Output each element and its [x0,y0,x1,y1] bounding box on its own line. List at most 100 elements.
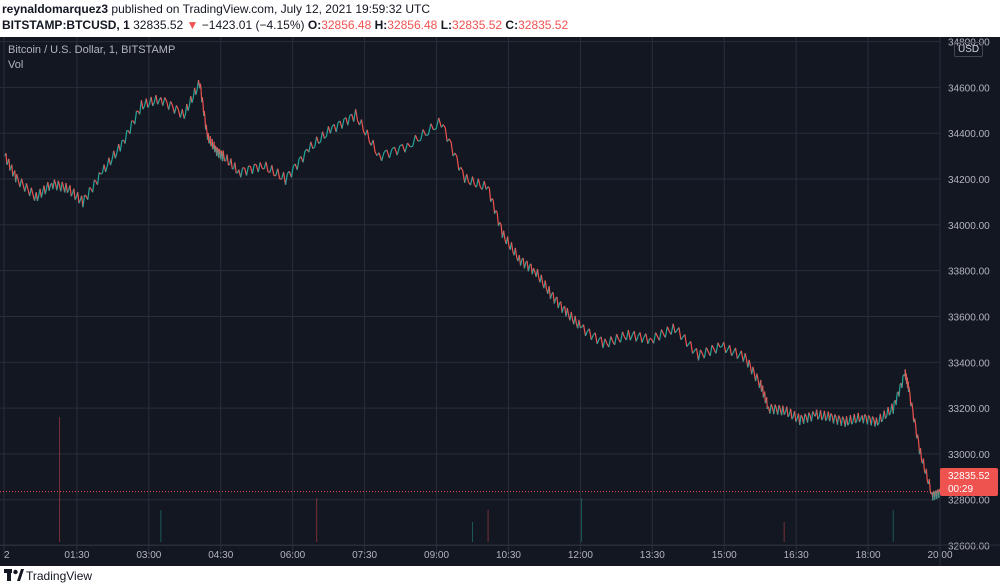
price-segment [495,210,498,213]
price-segment [205,124,208,132]
tradingview-logo-icon[interactable] [4,569,24,583]
price-segment [208,142,210,144]
price-segment [887,406,890,416]
price-segment [355,109,359,121]
price-segment [321,131,326,139]
price-segment [816,409,819,420]
price-segment [488,188,492,202]
price-segment [866,415,870,425]
low-label: L: [440,18,453,32]
price-segment [767,406,769,408]
price-segment [164,97,168,102]
price-segment [438,117,442,128]
price-segment [510,242,514,252]
price-segment [692,350,696,354]
price-segment [610,336,614,342]
price-segment [773,404,776,415]
x-tick-label: 16:30 [784,550,809,561]
price-segment [414,134,419,142]
price-segment [790,408,793,420]
price-segment [596,338,600,345]
legend-title[interactable]: Bitcoin / U.S. Dollar, 1, BITSTAMP [8,44,176,56]
price-segment [766,397,768,410]
price-segment [760,379,763,392]
symbol-label[interactable]: BITSTAMP:BTCUSD, 1 [2,18,130,32]
price-segment [318,141,321,144]
price-segment [709,345,713,356]
chart-area[interactable]: 34800.00 34600.00 34400.00 34200.00 34000.00… [0,37,1000,566]
price-segment [695,348,700,361]
price-segment [870,416,874,426]
y-tick-label: 33000.00 [948,450,990,461]
price-segment [666,326,670,332]
price-segment [82,194,86,208]
price-segment [140,100,144,110]
price-segment [296,158,300,170]
price-chart[interactable]: 34800.00 34600.00 34400.00 34200.00 34000.00… [0,37,1000,566]
price-segment [257,162,261,173]
price-segment [329,125,333,134]
price-segment [627,329,631,341]
price-segment [639,332,643,343]
price-segment [922,458,926,471]
x-tick-label: 04:30 [208,550,233,561]
price-segment [378,152,383,162]
price-segment [316,136,320,144]
price-segment [214,145,217,148]
price-segment [36,195,40,202]
price-segment [87,187,91,200]
price-segment [220,150,223,154]
price-segment [817,416,820,420]
price-segment [804,413,807,417]
price-segment [653,332,657,344]
price-segment [764,391,766,404]
price-segment [430,123,435,131]
price-segment [503,230,506,240]
price-segment [347,115,351,126]
price-segment [341,118,345,129]
price-segment [40,191,44,198]
price-segment [600,336,604,349]
price-segment [864,414,867,417]
price-segment [335,122,339,133]
price-segment [388,148,393,159]
currency-badge[interactable]: USD [954,42,984,57]
price-segment [832,414,836,424]
price-segment [52,179,55,190]
price-segment [56,180,59,191]
price-segment [152,102,155,107]
price-segment [491,198,494,201]
price-segment [932,491,935,501]
price-segment [774,404,777,409]
price-segment [851,421,854,425]
price-segment [462,170,466,183]
price-segment [744,352,748,360]
price-segment [404,142,409,153]
tradingview-brand[interactable]: TradingView [26,569,93,583]
price-segment [61,181,65,187]
price-segment [155,95,159,105]
price-segment [168,101,172,110]
price-segment [210,145,212,147]
price-segment [787,414,790,418]
price-segment [812,411,815,415]
price-segment [829,413,832,422]
price-segment [919,448,923,461]
price-segment [582,324,587,336]
price-segment [310,141,314,149]
price-segment [705,347,709,352]
price-segment [65,182,68,193]
price-segment [9,167,12,171]
price-segment [519,259,523,266]
x-tick-label: 13:30 [640,550,665,561]
price-segment [201,97,204,105]
author-name[interactable]: reynaldomarquez3 [2,2,109,16]
price-segment [325,126,329,137]
price-segment [57,180,61,186]
legend-volume[interactable]: Vol [8,59,24,71]
price-segment [594,332,598,345]
price-segment [471,176,476,185]
price-segment [324,136,327,139]
price-segment [230,158,233,170]
price-segment [672,323,676,333]
